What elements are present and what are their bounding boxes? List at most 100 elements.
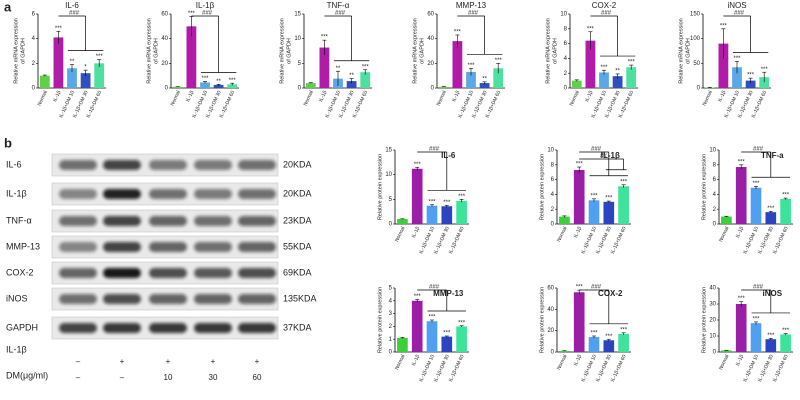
x-tick-label: Normal [394, 226, 406, 243]
y-tick-label: 20 [427, 61, 434, 67]
blot-band [238, 268, 276, 278]
x-tick-label: IL-1β [411, 226, 421, 239]
blot-band [149, 323, 187, 333]
chart-title: COX-2 [592, 1, 617, 10]
y-tick-label: 100 [690, 36, 701, 42]
blot-band [59, 323, 97, 333]
x-tick-label: IL-1β [318, 90, 328, 103]
protein-label: MMP-13 [6, 241, 40, 251]
y-tick-label: 6 [551, 177, 555, 183]
bar [456, 200, 467, 224]
bracket-label: ### [202, 11, 213, 17]
y-axis-label: Relative mRNA expression [678, 18, 684, 83]
bar [718, 43, 729, 88]
significance: ** [482, 76, 487, 82]
bar [441, 206, 453, 224]
blot-band [103, 294, 141, 304]
x-tick-label: IL-1β [52, 90, 62, 103]
y-tick-label: 0 [32, 86, 36, 92]
significance: *** [96, 54, 104, 60]
bar [732, 67, 742, 88]
bar [626, 67, 637, 88]
chart-title: iNOS [727, 1, 746, 10]
significance: *** [458, 320, 466, 326]
significance: *** [414, 162, 422, 168]
x-tick-label: IL-1β [717, 90, 727, 103]
bar [588, 200, 600, 224]
y-tick-label: 20 [547, 328, 554, 334]
x-tick-label: Normal [394, 354, 406, 371]
significance: *** [747, 73, 755, 79]
bar [759, 77, 770, 88]
y-axis-label: Relative protein expression [539, 287, 545, 353]
significance: *** [576, 162, 584, 168]
chart-title: iNOS [762, 289, 782, 298]
y-tick-label: 0 [389, 350, 393, 356]
bar [588, 337, 600, 352]
bar [735, 167, 747, 224]
size-label: 20KDA [283, 188, 312, 198]
bar [346, 81, 357, 88]
significance: *** [428, 199, 436, 205]
bar [571, 80, 582, 88]
blot-band [194, 216, 232, 226]
significance: *** [576, 285, 584, 291]
chart-title: IL-6 [441, 151, 456, 160]
x-tick-label: Normal [436, 90, 448, 107]
significance: *** [752, 181, 760, 187]
blot-band [194, 242, 232, 252]
y-tick-label: 60 [427, 12, 434, 18]
blot-band [149, 189, 187, 199]
bar [456, 326, 467, 352]
protein-label: IL-1β [6, 188, 27, 198]
treatment-level: 30 [209, 373, 218, 382]
y-axis-label: Relative mRNA expression [545, 18, 551, 83]
treatment-level: 10 [164, 373, 173, 382]
bar [573, 169, 585, 224]
y-tick-label: 4 [564, 56, 568, 62]
significance: ** [216, 79, 221, 85]
significance: *** [321, 35, 329, 41]
bracket-label: ### [753, 147, 764, 153]
y-tick-label: 15 [385, 148, 392, 154]
y-tick-label: 30 [709, 302, 716, 308]
significance: *** [188, 11, 196, 17]
protein-label: GAPDH [6, 322, 38, 332]
protein-label: iNOS [6, 293, 28, 303]
bracket-label: ### [69, 11, 80, 17]
significance: *** [620, 179, 628, 185]
significance: *** [201, 76, 209, 82]
bracket-label: ### [753, 285, 764, 291]
y-tick-label: 0 [165, 86, 169, 92]
blot-band [238, 242, 276, 252]
y-tick-label: 10 [294, 36, 301, 42]
x-tick-label: IL-1β [451, 90, 461, 103]
y-tick-label: 3 [389, 311, 393, 317]
bar [426, 321, 438, 352]
significance: *** [458, 194, 466, 200]
treatment-level: + [255, 357, 260, 366]
y-tick-label: 4 [32, 36, 36, 42]
treatment-level: 60 [253, 373, 262, 382]
significance: *** [720, 23, 728, 29]
bar [466, 71, 476, 88]
y-tick-label: 0 [697, 86, 701, 92]
y-tick-label: 10 [709, 148, 716, 154]
significance: *** [590, 331, 598, 337]
significance: *** [428, 315, 436, 321]
blot-band [238, 216, 276, 226]
x-tick-label: IL-1β [411, 354, 421, 367]
size-label: 135KDA [283, 293, 317, 303]
bar [67, 68, 77, 88]
significance: *** [782, 328, 790, 334]
significance: *** [590, 193, 598, 199]
significance: *** [767, 333, 775, 339]
bar [426, 205, 438, 224]
y-tick-label: 40 [161, 36, 168, 42]
panel-label: b [4, 135, 12, 150]
blot-band [238, 323, 276, 333]
significance: ** [615, 69, 620, 75]
y-axis-label: of GAPDH [419, 38, 425, 64]
x-tick-label: IL-1β [735, 354, 745, 367]
bar [573, 292, 585, 352]
